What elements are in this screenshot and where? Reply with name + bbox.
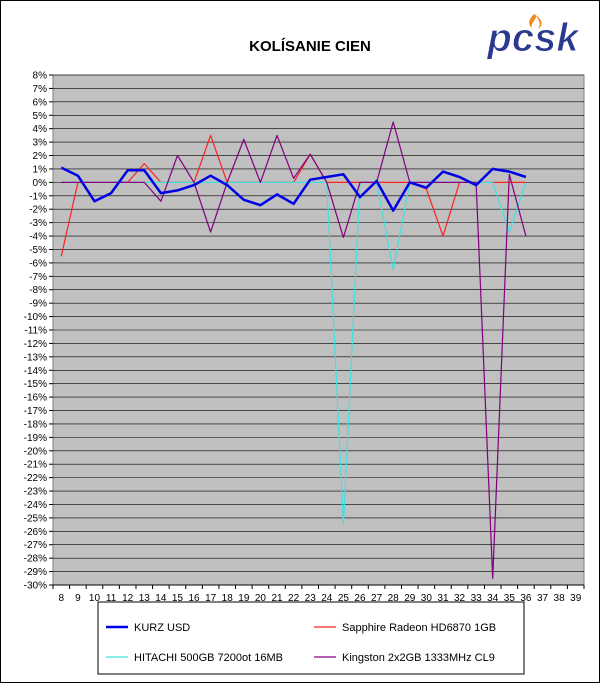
x-tick-label: 28: [388, 593, 400, 604]
x-tick-label: 26: [354, 593, 366, 604]
x-tick-label: 11: [106, 593, 117, 604]
y-tick-label: -19%: [24, 433, 47, 444]
y-tick-label: -12%: [24, 339, 47, 350]
x-tick-label: 30: [421, 593, 433, 604]
x-tick-label: 33: [471, 593, 483, 604]
y-tick-label: -10%: [24, 312, 47, 323]
x-tick-label: 8: [59, 593, 65, 604]
y-tick-label: -28%: [24, 554, 47, 565]
x-tick-label: 34: [487, 593, 499, 604]
y-tick-label: -17%: [24, 406, 47, 417]
series-line-1: [60, 166, 527, 212]
legend-label: KURZ USD: [134, 622, 190, 634]
x-tick-label: 20: [255, 593, 267, 604]
x-tick-label: 10: [89, 593, 101, 604]
x-tick-label: 21: [271, 593, 283, 604]
y-tick-label: -20%: [24, 446, 47, 457]
x-tick-label: 22: [288, 593, 300, 604]
y-axis-ticks: 8% 7% 6% 5% 4% 3% 2% 1% 0% -1% -2% -3% -4% -5% -6% -7% -…: [24, 71, 53, 592]
chart-title: KOLÍSANIE CIEN: [249, 38, 371, 55]
gridlines: [53, 74, 584, 586]
x-tick-label: 24: [321, 593, 333, 604]
y-tick-label: 1%: [33, 164, 48, 175]
legend-label: Kingston 2x2GB 1333MHz CL9: [342, 652, 495, 664]
x-tick-label: 36: [520, 593, 532, 604]
x-tick-label: 9: [75, 593, 81, 604]
x-tick-label: 16: [188, 593, 200, 604]
x-tick-label: 29: [404, 593, 416, 604]
y-tick-label: -29%: [24, 567, 47, 578]
legend-box: [97, 601, 525, 675]
y-tick-label: -24%: [24, 500, 47, 511]
x-tick-label: 13: [139, 593, 151, 604]
legend-label: HITACHI 500GB 7200ot 16MB: [134, 652, 283, 664]
y-tick-label: -26%: [24, 527, 47, 538]
x-tick-label: 37: [537, 593, 549, 604]
x-tick-label: 32: [454, 593, 466, 604]
logo-text: pcsk: [486, 16, 580, 60]
y-tick-label: 8%: [33, 71, 48, 82]
y-tick-label: -16%: [24, 393, 47, 404]
y-tick-label: 6%: [33, 97, 48, 108]
y-tick-label: -13%: [24, 352, 47, 363]
y-tick-label: -11%: [24, 326, 47, 337]
legend: KURZ USD Sapphire Radeon HD6870 1GB HITACH…: [106, 622, 496, 664]
y-tick-label: -6%: [29, 258, 47, 269]
x-tick-label: 23: [305, 593, 317, 604]
x-tick-label: 14: [155, 593, 167, 604]
series-lines: [60, 121, 527, 579]
y-tick-label: -2%: [29, 205, 47, 216]
x-tick-label: 38: [554, 593, 566, 604]
x-tick-label: 39: [570, 593, 582, 604]
y-tick-label: -7%: [29, 272, 47, 283]
y-tick-label: 3%: [33, 138, 48, 149]
y-tick-label: 5%: [33, 111, 48, 122]
y-tick-label: -25%: [24, 513, 47, 524]
y-tick-label: -3%: [29, 218, 47, 229]
y-tick-label: -27%: [24, 540, 47, 551]
y-tick-label: -30%: [24, 581, 47, 592]
y-tick-label: -21%: [24, 460, 47, 471]
y-tick-label: 4%: [33, 124, 48, 135]
x-tick-label: 12: [122, 593, 134, 604]
x-tick-label: 17: [205, 593, 217, 604]
x-tick-label: 35: [504, 593, 516, 604]
flame-icon: [529, 14, 542, 29]
y-tick-label: 7%: [33, 84, 48, 95]
legend-label: Sapphire Radeon HD6870 1GB: [342, 622, 496, 634]
x-tick-label: 15: [172, 593, 184, 604]
y-tick-label: -18%: [24, 419, 47, 430]
y-tick-label: -14%: [24, 366, 47, 377]
y-tick-label: -4%: [29, 232, 47, 243]
series-line-4: [61, 121, 527, 579]
x-tick-label: 25: [338, 593, 350, 604]
x-tick-label: 31: [437, 593, 449, 604]
y-tick-label: 0%: [33, 178, 48, 189]
x-axis-ticks: 8 9 10 11 12 13 14 15 16 17 18 19 20 21 22 23 24 25 26 27 28…: [52, 584, 585, 604]
y-tick-label: -15%: [24, 379, 47, 390]
y-tick-label: -5%: [29, 245, 47, 256]
y-tick-label: -23%: [24, 487, 47, 498]
y-tick-label: 2%: [33, 151, 48, 162]
y-tick-label: -22%: [24, 473, 47, 484]
y-tick-label: -9%: [29, 299, 47, 310]
pcsk-logo: pcsk: [486, 14, 581, 61]
y-tick-label: -1%: [29, 191, 47, 202]
x-tick-label: 27: [371, 593, 383, 604]
x-tick-label: 19: [238, 593, 250, 604]
x-tick-label: 18: [222, 593, 234, 604]
y-tick-label: -8%: [29, 285, 47, 296]
